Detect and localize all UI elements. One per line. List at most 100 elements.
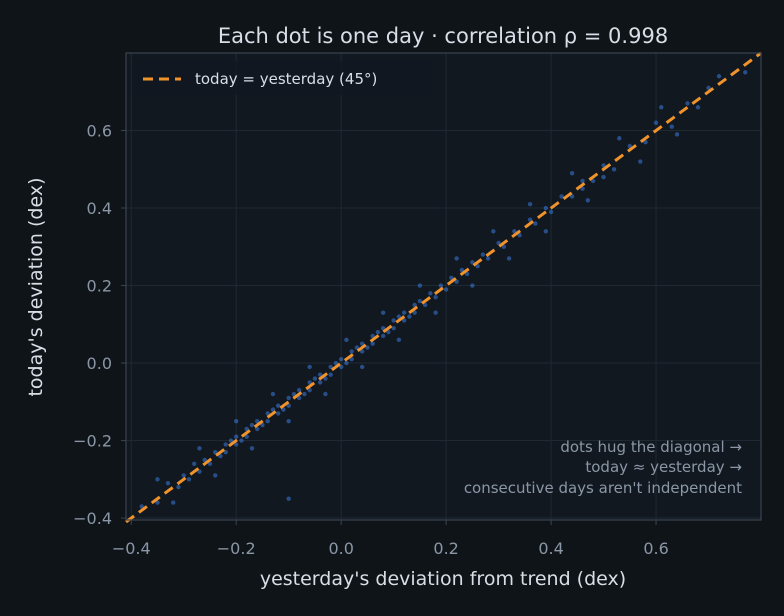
data-point — [401, 318, 407, 323]
x-axis-label: yesterday's deviation from trend (dex) — [260, 568, 626, 590]
data-point — [601, 174, 606, 180]
data-point — [317, 380, 323, 385]
data-point — [359, 349, 365, 354]
scatter-points — [139, 70, 748, 509]
data-point — [695, 105, 701, 110]
y-axis-label: today's deviation (dex) — [25, 177, 47, 396]
data-point — [417, 298, 423, 304]
y-tick-label: 0.2 — [87, 277, 112, 296]
data-point — [533, 221, 538, 226]
data-point — [569, 170, 575, 176]
data-point — [669, 124, 674, 129]
legend: today = yesterday (45°) — [132, 61, 432, 95]
data-point — [223, 442, 228, 447]
data-point — [627, 143, 633, 149]
data-point — [302, 391, 307, 397]
data-point — [449, 275, 454, 280]
data-point — [307, 387, 312, 393]
data-point — [674, 132, 680, 137]
data-point — [265, 411, 270, 416]
data-point — [165, 480, 171, 486]
data-point — [396, 314, 402, 319]
data-point — [139, 504, 144, 509]
x-axis-ticks: −0.4 −0.2 0.0 0.2 0.4 0.6 — [112, 520, 669, 558]
data-point — [323, 376, 328, 381]
data-point — [234, 418, 239, 424]
data-point — [349, 349, 354, 354]
annotation-line-1: dots hug the diagonal → — [560, 438, 742, 456]
data-point — [155, 500, 160, 505]
data-point — [559, 194, 564, 199]
data-point — [380, 333, 386, 339]
data-point — [417, 283, 423, 288]
data-point — [249, 422, 255, 428]
data-point — [223, 449, 228, 455]
data-point — [496, 240, 501, 246]
y-tick-label: −0.2 — [73, 432, 112, 451]
data-point — [265, 418, 270, 424]
data-point — [202, 457, 207, 463]
data-point — [244, 426, 249, 432]
data-point — [470, 260, 475, 265]
data-point — [543, 205, 549, 211]
data-point — [380, 310, 386, 315]
data-point — [344, 337, 349, 342]
data-point — [506, 256, 512, 261]
data-point — [491, 229, 496, 234]
data-point — [181, 473, 186, 478]
data-point — [328, 372, 333, 377]
data-point — [207, 461, 213, 467]
data-point — [344, 360, 349, 366]
data-point — [155, 477, 160, 482]
data-point — [412, 310, 417, 315]
data-point — [338, 364, 344, 370]
data-point — [270, 391, 276, 397]
x-tick-label: 0.0 — [328, 539, 353, 558]
x-tick-label: −0.2 — [217, 539, 256, 558]
data-point — [349, 356, 354, 362]
data-point — [527, 201, 533, 207]
data-point — [254, 418, 260, 424]
annotation: dots hug the diagonal → today ≈ yesterda… — [464, 438, 742, 497]
data-point — [412, 302, 417, 308]
data-point — [501, 244, 507, 249]
data-point — [213, 473, 218, 478]
data-point — [653, 120, 659, 125]
data-point — [391, 318, 396, 323]
data-point — [317, 372, 323, 377]
data-point — [391, 325, 396, 331]
y-tick-label: −0.4 — [73, 509, 112, 528]
x-tick-label: 0.2 — [433, 539, 458, 558]
data-point — [443, 287, 449, 292]
data-point — [433, 310, 438, 315]
data-point — [186, 477, 192, 482]
data-point — [396, 337, 402, 342]
data-point — [312, 376, 318, 381]
data-point — [275, 403, 281, 408]
data-point — [743, 70, 748, 75]
data-point — [716, 74, 722, 79]
data-point — [638, 159, 643, 164]
data-point — [386, 329, 391, 335]
x-tick-label: 0.4 — [538, 539, 563, 558]
data-point — [239, 438, 244, 443]
data-point — [307, 364, 312, 370]
data-point — [296, 395, 302, 401]
y-axis-ticks: −0.4 −0.2 0.0 0.2 0.4 0.6 — [73, 122, 126, 528]
data-point — [244, 434, 249, 439]
data-point — [323, 391, 328, 397]
data-point — [617, 136, 622, 141]
legend-label: today = yesterday (45°) — [195, 70, 377, 88]
data-point — [464, 271, 470, 277]
data-point — [354, 345, 360, 350]
plot-area — [125, 51, 762, 524]
data-point — [291, 391, 297, 397]
data-point — [197, 446, 202, 451]
plot-frame — [125, 52, 762, 521]
data-point — [380, 325, 386, 331]
data-point — [234, 442, 239, 447]
data-point — [365, 345, 370, 350]
data-point — [338, 356, 344, 362]
x-tick-label: 0.6 — [643, 539, 668, 558]
